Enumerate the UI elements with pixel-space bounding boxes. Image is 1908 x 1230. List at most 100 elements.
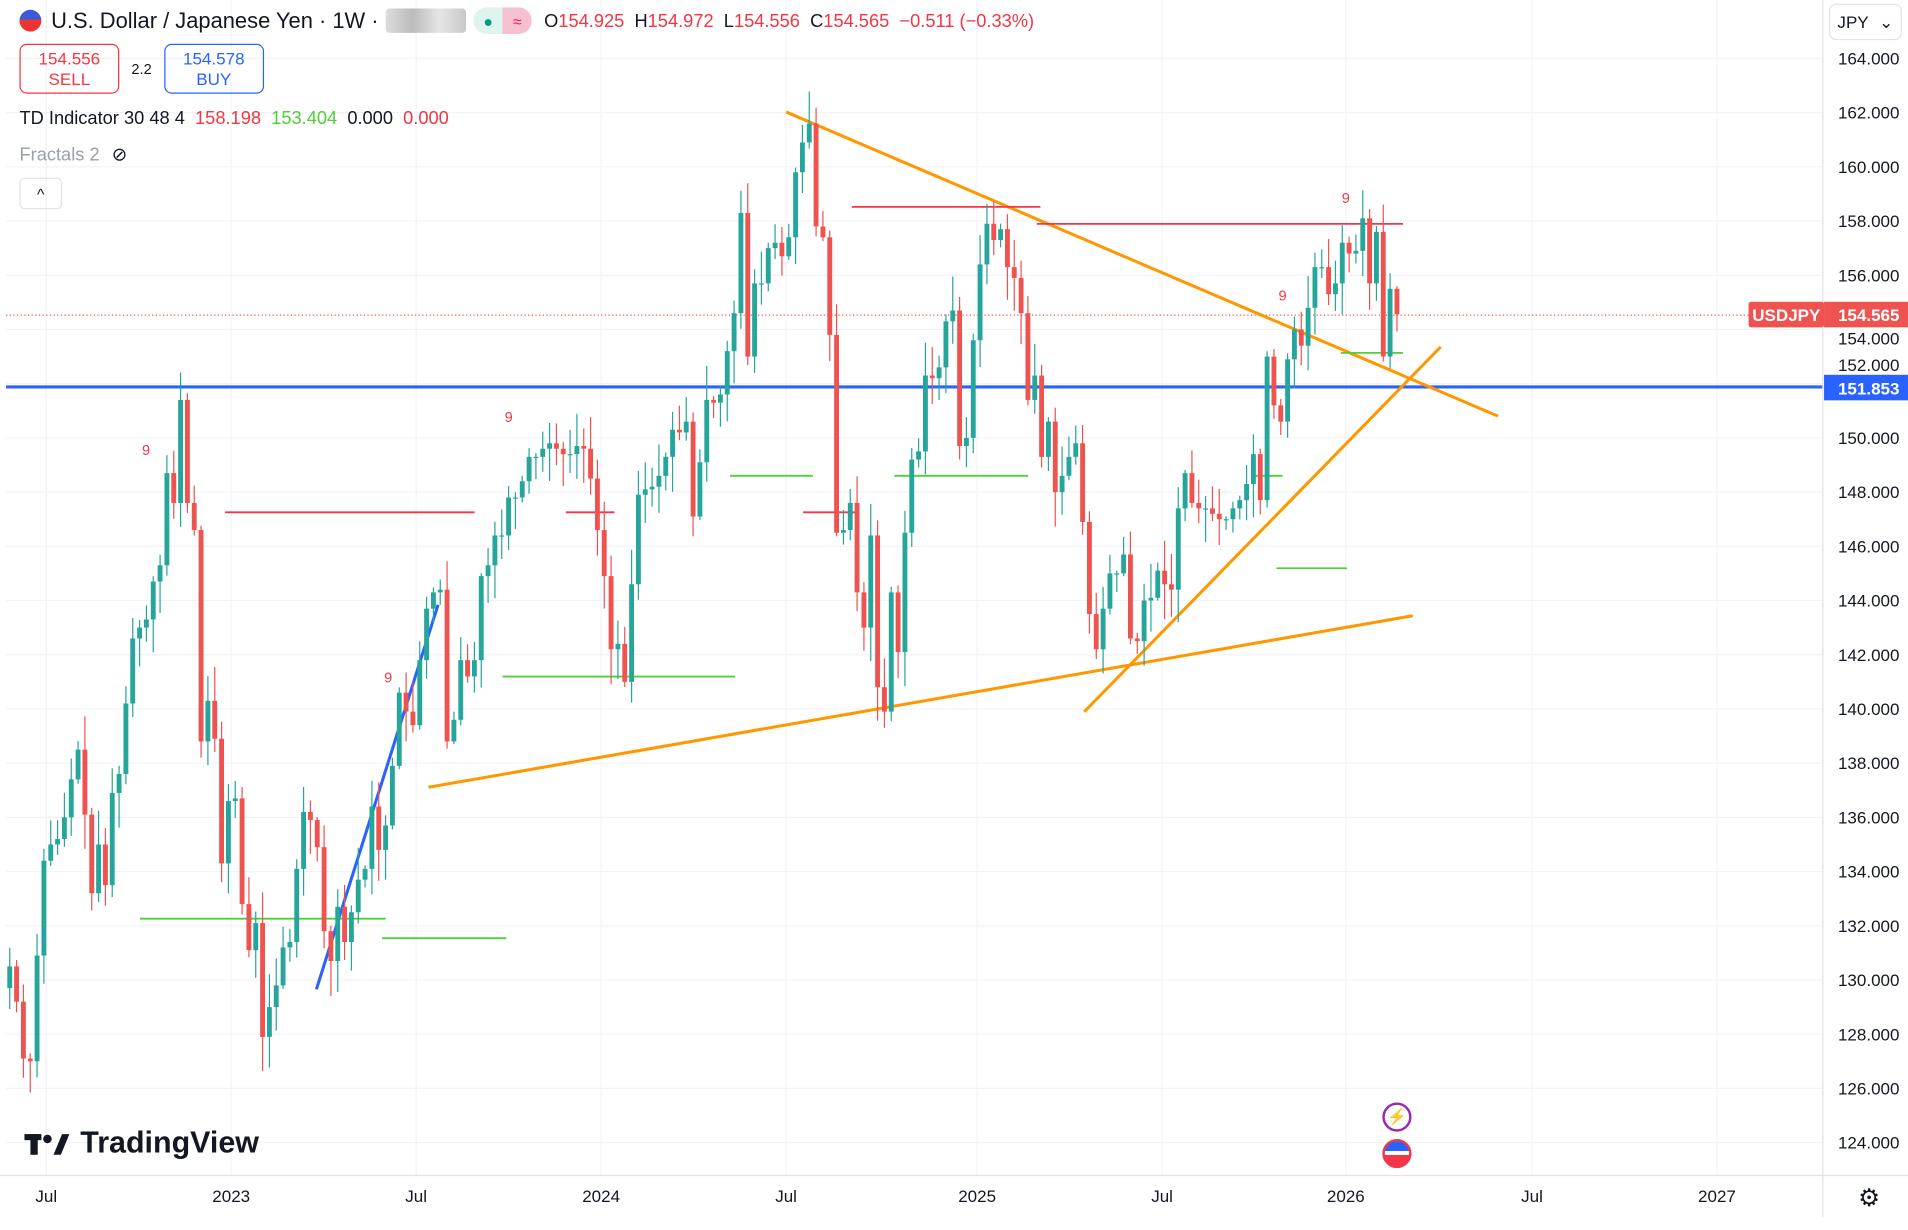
candle bbox=[287, 928, 293, 962]
ohlc-values: O154.925 H154.972 L154.556 C154.565 −0.5… bbox=[544, 10, 1035, 32]
candle bbox=[745, 183, 751, 366]
td-indicator-legend[interactable]: TD Indicator 30 48 4 158.198 153.404 0.0… bbox=[19, 108, 449, 129]
symbol-title[interactable]: U.S. Dollar / Japanese Yen · 1W · bbox=[51, 7, 379, 33]
price-axis[interactable]: 164.000 162.000 160.000 158.000 156.000 154.0… bbox=[1838, 49, 1900, 1152]
candle bbox=[506, 486, 512, 550]
collapse-legend-button[interactable]: ^ bbox=[19, 177, 63, 210]
candle bbox=[799, 124, 805, 193]
us-economic-event-icon[interactable] bbox=[1382, 1138, 1412, 1169]
rising-trendline[interactable] bbox=[1083, 345, 1442, 713]
candle bbox=[786, 223, 792, 260]
candle bbox=[731, 300, 737, 384]
candle bbox=[1291, 316, 1297, 389]
candle bbox=[649, 467, 655, 507]
candle bbox=[1093, 592, 1099, 660]
candle bbox=[1175, 487, 1181, 623]
candle bbox=[424, 596, 430, 679]
candle bbox=[601, 501, 607, 609]
market-open-icon: ● bbox=[473, 7, 503, 35]
candle bbox=[48, 820, 54, 866]
time-tick-label: 2026 bbox=[1327, 1187, 1365, 1206]
tradingview-logo-icon bbox=[24, 1133, 70, 1155]
price-tick-label: 136.000 bbox=[1838, 808, 1900, 827]
candle bbox=[451, 711, 457, 745]
candle bbox=[970, 333, 976, 454]
candle bbox=[273, 958, 279, 1031]
candle bbox=[1367, 209, 1373, 310]
market-status[interactable]: ● ≈ bbox=[473, 7, 532, 35]
time-tick-label: 2025 bbox=[958, 1187, 996, 1206]
candle bbox=[410, 681, 416, 733]
candle bbox=[574, 413, 580, 479]
drawings bbox=[6, 110, 1823, 990]
candle bbox=[868, 503, 874, 662]
candle bbox=[1127, 531, 1133, 645]
buy-button[interactable]: 154.578 BUY bbox=[163, 43, 264, 94]
candle bbox=[622, 626, 628, 687]
price-tick-label: 132.000 bbox=[1838, 917, 1900, 936]
support-trendline[interactable] bbox=[428, 614, 1414, 789]
candle bbox=[806, 91, 812, 149]
candle bbox=[581, 428, 587, 483]
candle bbox=[1148, 563, 1154, 632]
candle bbox=[143, 605, 149, 642]
resistance-trendline[interactable] bbox=[785, 110, 1499, 418]
candle bbox=[1353, 234, 1359, 264]
candle bbox=[861, 582, 867, 651]
candle bbox=[765, 242, 771, 292]
candle bbox=[588, 417, 594, 495]
candle bbox=[1380, 204, 1386, 362]
tradingview-logo[interactable]: TradingView bbox=[24, 1126, 259, 1161]
candle bbox=[813, 107, 819, 237]
candle bbox=[888, 586, 894, 722]
candle bbox=[1387, 273, 1393, 369]
candle bbox=[875, 520, 881, 721]
price-tick-label: 144.000 bbox=[1838, 592, 1900, 611]
candle bbox=[1332, 260, 1338, 311]
candle bbox=[102, 828, 108, 906]
time-tick-label: Jul bbox=[1521, 1187, 1543, 1206]
currency-select[interactable]: JPY ⌄ bbox=[1828, 3, 1902, 41]
candle bbox=[895, 585, 901, 679]
candle bbox=[89, 808, 95, 911]
lightning-event-icon[interactable]: ⚡ bbox=[1382, 1102, 1412, 1132]
candle bbox=[608, 555, 614, 685]
chevron-down-icon: ⌄ bbox=[1879, 11, 1894, 32]
candle bbox=[991, 201, 997, 256]
candle bbox=[1052, 407, 1058, 527]
candle bbox=[540, 431, 546, 472]
td-support-lines bbox=[139, 351, 1404, 940]
candle bbox=[916, 438, 922, 468]
candle bbox=[547, 423, 553, 481]
candle bbox=[1209, 486, 1215, 522]
sell-button[interactable]: 154.556 SELL bbox=[19, 43, 120, 94]
candle bbox=[676, 405, 682, 441]
hidden-eye-icon[interactable]: ⊘ bbox=[111, 144, 128, 166]
settings-gear-icon[interactable]: ⚙ bbox=[1858, 1185, 1880, 1212]
candle bbox=[314, 817, 320, 862]
time-tick-label: Jul bbox=[775, 1187, 797, 1206]
candle bbox=[1373, 225, 1379, 301]
candle bbox=[663, 452, 669, 491]
fractals-legend[interactable]: Fractals 2 ⊘ bbox=[19, 144, 128, 166]
candle bbox=[984, 203, 990, 285]
candle bbox=[307, 800, 313, 854]
candle bbox=[697, 449, 703, 520]
candle bbox=[567, 429, 573, 474]
candle bbox=[1073, 425, 1079, 465]
trade-panel: 154.556 SELL 2.2 154.578 BUY bbox=[19, 43, 264, 94]
candle bbox=[1216, 488, 1222, 545]
candle bbox=[157, 554, 163, 614]
candle bbox=[348, 905, 354, 971]
candle bbox=[1155, 562, 1161, 601]
td-count-marker: 9 bbox=[1278, 289, 1286, 305]
candle bbox=[950, 276, 956, 344]
td-resistance-lines bbox=[225, 205, 1404, 514]
time-axis[interactable]: Jul 2023 Jul 2024 Jul 2025 Jul 2026 Jul 2027 bbox=[35, 1187, 1736, 1206]
candle bbox=[670, 411, 676, 492]
candle bbox=[629, 549, 635, 703]
price-tick-label: 160.000 bbox=[1838, 158, 1900, 177]
candle bbox=[294, 859, 300, 958]
candle bbox=[1196, 479, 1202, 524]
